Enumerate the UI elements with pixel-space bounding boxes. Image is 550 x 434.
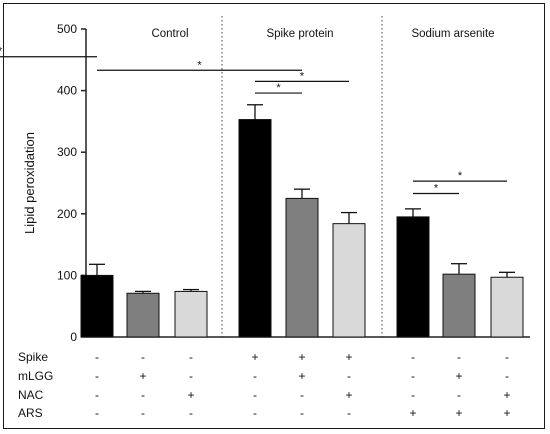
condition-mark: + — [345, 350, 352, 364]
condition-label: ARS — [18, 406, 43, 420]
bar — [80, 274, 114, 338]
condition-mark: - — [411, 369, 415, 383]
condition-mark: - — [253, 369, 257, 383]
condition-mark: + — [187, 388, 194, 402]
bar — [490, 276, 524, 338]
condition-mark: - — [253, 406, 257, 420]
significance-star: * — [300, 70, 305, 82]
bar — [126, 292, 160, 338]
y-tick-label: 300 — [57, 145, 77, 159]
condition-mark: - — [141, 350, 145, 364]
condition-mark: + — [503, 406, 510, 420]
condition-mark: - — [505, 369, 509, 383]
condition-mark: - — [95, 350, 99, 364]
significance-star: * — [197, 59, 202, 71]
condition-mark: - — [300, 388, 304, 402]
condition-mark: - — [189, 369, 193, 383]
y-tick-label: 500 — [57, 22, 77, 36]
condition-mark: + — [409, 406, 416, 420]
significance-star: * — [458, 170, 463, 182]
condition-mark: - — [457, 388, 461, 402]
bar — [285, 197, 319, 338]
condition-mark: - — [411, 350, 415, 364]
condition-mark: - — [141, 406, 145, 420]
y-tick-label: 200 — [57, 207, 77, 221]
condition-mark: - — [347, 406, 351, 420]
condition-mark: + — [298, 369, 305, 383]
condition-mark: - — [347, 369, 351, 383]
condition-label: mLGG — [18, 369, 53, 383]
group-label: Spike protein — [266, 28, 333, 40]
condition-mark: - — [189, 406, 193, 420]
bar — [442, 273, 476, 338]
bar — [174, 290, 208, 338]
bar — [238, 119, 272, 338]
bar — [332, 223, 366, 338]
condition-mark: + — [503, 388, 510, 402]
y-tick-label: 400 — [57, 84, 77, 98]
bar — [396, 216, 430, 338]
condition-mark: - — [95, 406, 99, 420]
significance-star: * — [434, 182, 439, 194]
condition-label: Spike — [18, 350, 48, 364]
condition-mark: + — [455, 369, 462, 383]
condition-mark: - — [505, 350, 509, 364]
condition-mark: - — [95, 388, 99, 402]
condition-mark: + — [251, 350, 258, 364]
y-tick-label: 0 — [70, 330, 77, 344]
condition-mark: - — [300, 406, 304, 420]
significance-star: * — [276, 82, 281, 94]
y-tick-label: 100 — [57, 268, 77, 282]
condition-mark: - — [253, 388, 257, 402]
condition-mark: - — [95, 369, 99, 383]
condition-mark: - — [189, 350, 193, 364]
group-label: Sodium arsenite — [411, 28, 494, 40]
figure-frame — [3, 3, 545, 429]
condition-mark: + — [345, 388, 352, 402]
condition-mark: - — [457, 350, 461, 364]
significance-star: * — [0, 46, 3, 58]
condition-mark: + — [139, 369, 146, 383]
condition-mark: + — [455, 406, 462, 420]
condition-label: NAC — [18, 388, 44, 402]
condition-mark: - — [411, 388, 415, 402]
condition-mark: - — [141, 388, 145, 402]
condition-mark: + — [298, 350, 305, 364]
group-label: Control — [151, 28, 188, 40]
y-axis-label: Lipid peroxidation — [22, 132, 37, 234]
